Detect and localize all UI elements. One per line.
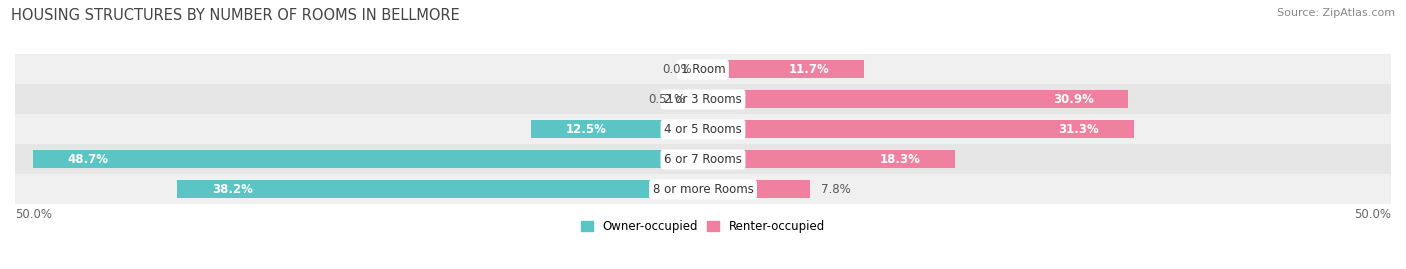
Bar [531,121,703,139]
Bar [32,150,703,168]
Bar [15,115,1391,144]
Bar [15,144,1391,175]
Text: 0.51%: 0.51% [648,93,685,106]
Bar [703,121,1133,139]
Text: 4 or 5 Rooms: 4 or 5 Rooms [664,123,742,136]
Text: HOUSING STRUCTURES BY NUMBER OF ROOMS IN BELLMORE: HOUSING STRUCTURES BY NUMBER OF ROOMS IN… [11,8,460,23]
Text: 18.3%: 18.3% [880,153,921,166]
Text: 7.8%: 7.8% [821,183,851,196]
Text: 1 Room: 1 Room [681,63,725,76]
Bar [15,84,1391,115]
Text: 38.2%: 38.2% [212,183,253,196]
Bar [703,180,810,199]
Text: 31.3%: 31.3% [1059,123,1099,136]
Text: 50.0%: 50.0% [15,208,52,221]
Bar [703,150,955,168]
Text: 30.9%: 30.9% [1053,93,1094,106]
Bar [703,61,865,79]
Bar [15,175,1391,204]
Text: 8 or more Rooms: 8 or more Rooms [652,183,754,196]
Text: 0.0%: 0.0% [662,63,692,76]
Text: 50.0%: 50.0% [1354,208,1391,221]
Text: 48.7%: 48.7% [67,153,108,166]
Text: 11.7%: 11.7% [789,63,830,76]
Text: 12.5%: 12.5% [565,123,606,136]
Bar [15,54,1391,84]
Bar [696,90,703,108]
Text: 2 or 3 Rooms: 2 or 3 Rooms [664,93,742,106]
Text: 6 or 7 Rooms: 6 or 7 Rooms [664,153,742,166]
Legend: Owner-occupied, Renter-occupied: Owner-occupied, Renter-occupied [576,215,830,238]
Bar [703,90,1128,108]
Text: Source: ZipAtlas.com: Source: ZipAtlas.com [1277,8,1395,18]
Bar [177,180,703,199]
